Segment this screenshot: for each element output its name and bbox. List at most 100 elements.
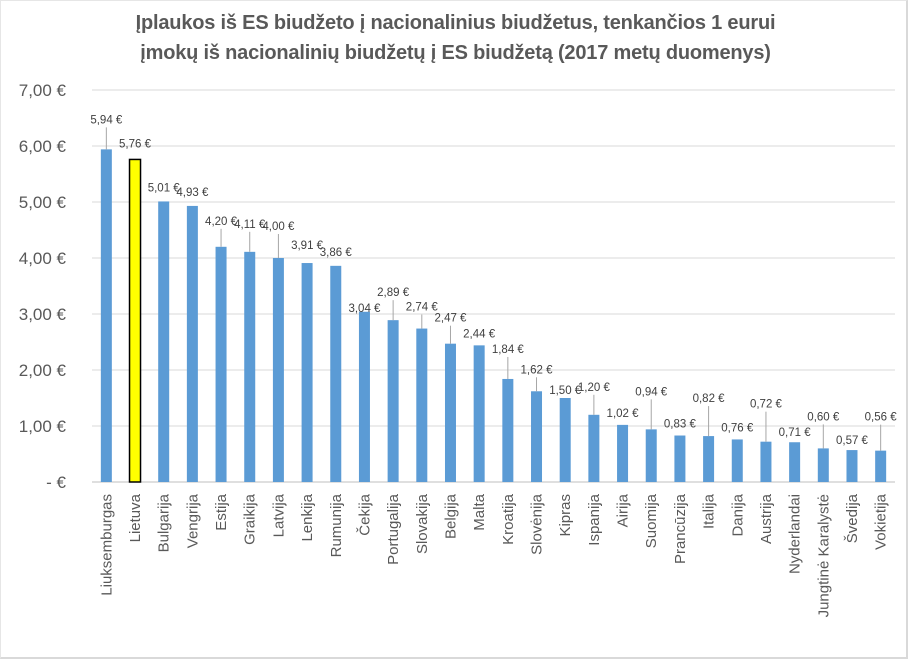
y-tick-label: 5,00 € [19,193,67,212]
data-labels: 5,94 € 5,76 € 5,01 €4,93 € 4,20 €4,11 €4,00… [90,114,897,447]
x-tick-label: Bulgarija [156,493,173,552]
bar [272,258,284,482]
data-label: 3,04 € [348,303,381,315]
x-tick-label: Lietuva [127,493,144,542]
bar [244,251,256,482]
x-tick-label: Vengrija [184,493,201,548]
x-tick-label: Belgija [442,493,459,539]
x-tick-label: Kroatija [500,493,517,545]
x-tick-label: Ispanija [586,493,603,545]
bar [186,205,198,483]
chart-title-line-2: įmokų iš nacionalinių biudžetų į ES biud… [140,42,771,64]
x-tick-label: Rumunija [328,493,345,557]
bar [703,436,715,482]
x-tick-label: Latvija [270,493,287,537]
data-label: 0,82 € [693,393,726,405]
data-label: 2,44 € [463,328,496,340]
bar [100,149,112,483]
y-tick-label: 6,00 € [19,137,67,156]
y-tick-label: 3,00 € [19,305,67,324]
data-label: 3,86 € [320,247,353,259]
gridlines [92,89,895,483]
x-tick-label: Nyderlandai [787,494,804,574]
x-tick-label: Austrija [758,493,775,544]
bar [128,158,142,483]
data-label: 1,02 € [607,408,640,420]
data-label: 4,00 € [262,221,295,233]
data-label: 0,83 € [664,419,697,431]
data-label: 5,94 € [90,114,123,126]
bar [358,311,370,482]
bar [588,414,600,482]
y-tick-label: 1,00 € [19,417,67,436]
bar [846,450,858,482]
y-tick-label: 4,00 € [19,249,67,268]
bars [100,149,887,483]
x-tick-label: Prancūzija [672,493,689,564]
x-tick-label: Portugalija [385,493,402,565]
data-label: 1,50 € [549,385,582,397]
bar [158,201,170,482]
y-tick-label: - € [46,473,66,492]
bar [502,378,514,482]
bar [387,320,399,482]
x-tick-label: Graikija [242,493,259,545]
bar [674,435,686,482]
data-label: 3,91 € [291,240,324,252]
x-tick-label: Malta [471,493,488,530]
bar [559,398,571,482]
y-tick-label: 2,00 € [19,361,67,380]
x-tick-label: Švedija [844,493,861,543]
data-label: 2,74 € [406,302,439,314]
data-label: 4,11 € [234,219,266,231]
x-tick-label: Jungtinė Karalystė [815,494,832,617]
x-tick-label: Lenkija [299,493,316,541]
x-tick-label: Liuksemburgas [98,494,115,596]
bar [215,246,227,482]
bar [416,328,428,482]
data-label: 1,20 € [578,382,611,394]
bar [731,439,743,482]
x-tick-label: Italija [701,493,718,529]
bar [531,391,543,482]
bar [473,345,485,482]
data-label: 5,76 € [119,138,152,150]
data-label: 0,76 € [721,422,754,434]
x-tick-label: Suomija [643,493,660,548]
data-label: 0,72 € [750,399,783,411]
data-label: 0,71 € [779,427,812,439]
bar [330,265,342,482]
data-label: 5,01 € [148,182,181,194]
data-label: 0,56 € [865,412,898,424]
leader-lines [105,127,882,451]
bar [789,442,801,482]
data-label: 4,93 € [176,187,209,199]
x-tick-label: Slovėnija [529,493,546,555]
data-label: 4,20 € [205,216,238,228]
x-tick-label: Airija [615,493,632,527]
bar [444,343,456,482]
bar [817,448,829,482]
data-label: 1,62 € [521,364,554,376]
bar [875,450,887,482]
data-label: 2,89 € [377,287,410,299]
data-label: 2,47 € [434,313,467,325]
bar [645,429,657,482]
bar [760,441,772,482]
x-tick-label: Vokietija [873,493,890,550]
data-label: 0,57 € [836,435,869,447]
bar [301,263,313,482]
y-axis: - € 1,00 € 2,00 € 3,00 € 4,00 € 5,00 € 6,00 € 7… [19,81,67,492]
bar [617,424,629,482]
y-tick-label: 7,00 € [19,81,67,100]
data-label: 0,60 € [807,411,840,423]
x-tick-label: Slovakija [414,493,431,554]
x-tick-label: Čekija [356,493,373,535]
data-label: 0,94 € [635,386,668,398]
x-tick-label: Danija [729,493,746,536]
x-axis: Liuksemburgas Lietuva Bulgarija Vengrija Est… [98,493,889,617]
x-tick-label: Kipras [557,494,574,537]
chart-title-line-1: Įplaukos iš ES biudžeto į nacionalinius … [135,12,776,34]
